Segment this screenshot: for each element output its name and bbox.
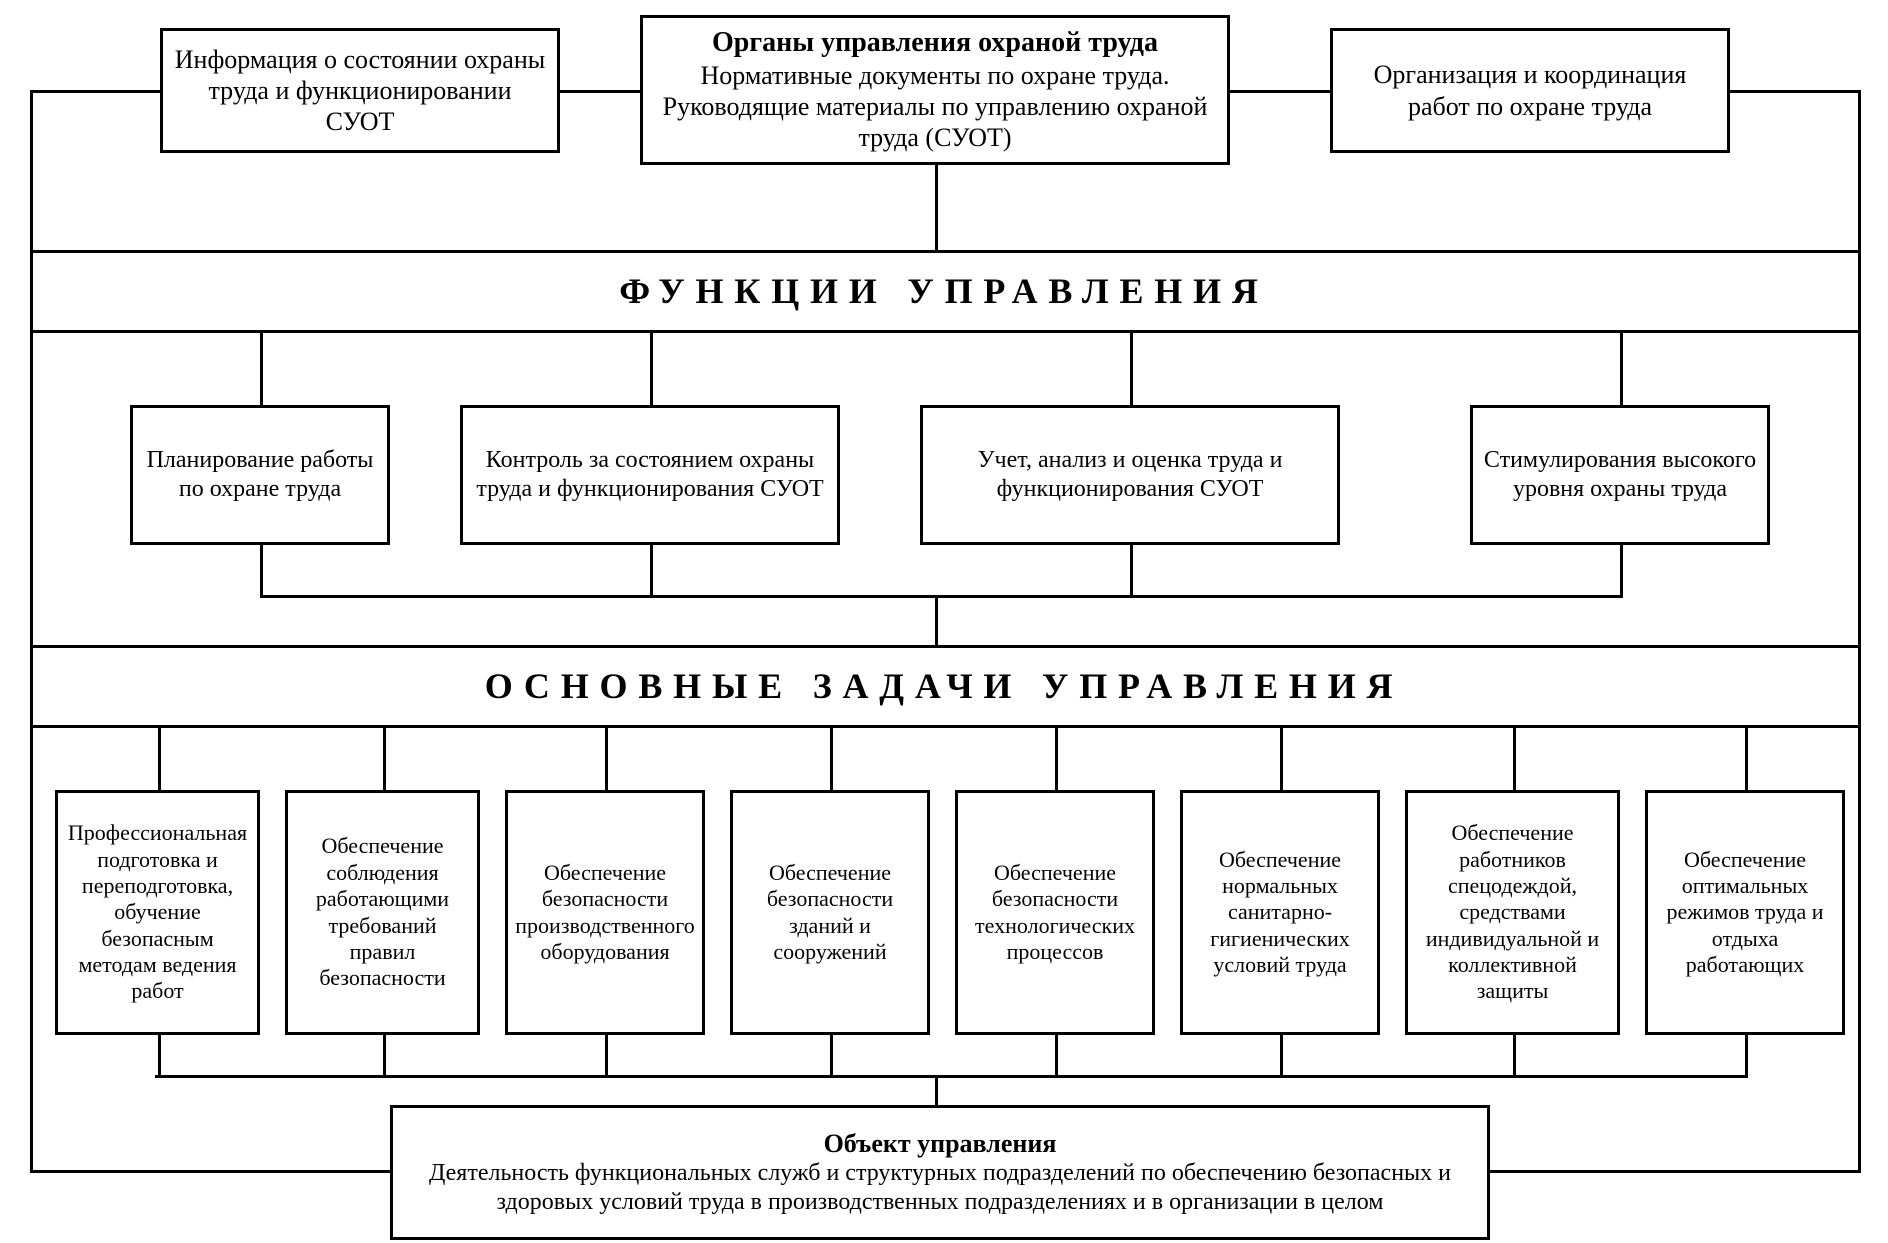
function-stem	[1620, 545, 1623, 598]
task-box: Обеспечение работников спецодеждой, сред…	[1405, 790, 1620, 1035]
task-drop	[1513, 725, 1516, 793]
function-box-text: Учет, анализ и оценка труда и функционир…	[933, 446, 1327, 504]
task-box-text: Обеспечение нормальных санитарно-гигиени…	[1193, 847, 1367, 979]
task-drop	[1745, 725, 1748, 793]
function-box: Учет, анализ и оценка труда и функционир…	[920, 405, 1340, 545]
task-box-text: Обеспечение соблюдения работающими требо…	[298, 833, 467, 991]
tasks-frame-bottom	[30, 725, 1861, 728]
task-stem	[605, 1035, 608, 1078]
task-box-text: Обеспечение безопасности зданий и сооруж…	[743, 860, 917, 966]
tasks-heading: ОСНОВНЫЕ ЗАДАЧИ УПРАВЛЕНИЯ	[0, 665, 1888, 707]
stem-tasks-to-object	[935, 1075, 938, 1108]
functions-frame-top	[30, 250, 1861, 253]
top-box-left: Информация о состоянии охраны труда и фу…	[160, 28, 560, 153]
top-box-right: Организация и координация работ по охран…	[1330, 28, 1730, 153]
task-box-text: Обеспечение безопасности производственно…	[515, 860, 694, 966]
task-stem	[1513, 1035, 1516, 1078]
function-drop	[1130, 330, 1133, 408]
top-box-right-text: Организация и координация работ по охран…	[1343, 59, 1717, 121]
tasks-heading-text: ОСНОВНЫЕ ЗАДАЧИ УПРАВЛЕНИЯ	[485, 666, 1404, 706]
task-box: Профессиональная подготовка и переподгот…	[55, 790, 260, 1035]
tasks-frame-top	[30, 645, 1861, 648]
functions-heading-text: ФУНКЦИИ УПРАВЛЕНИЯ	[619, 271, 1268, 311]
task-drop	[1280, 725, 1283, 793]
top-left-to-center	[560, 90, 643, 93]
task-box: Обеспечение оптимальных режимов труда и …	[1645, 790, 1845, 1035]
outer-top-right	[1730, 90, 1861, 93]
functions-frame-bottom	[30, 330, 1861, 333]
task-box-text: Обеспечение безопасности технологических…	[968, 860, 1142, 966]
functions-lower-bus	[260, 595, 1623, 598]
task-box: Обеспечение безопасности производственно…	[505, 790, 705, 1035]
task-box: Обеспечение нормальных санитарно-гигиени…	[1180, 790, 1380, 1035]
function-box-text: Контроль за состоянием охраны труда и фу…	[473, 446, 827, 504]
task-box-text: Обеспечение работников спецодеждой, сред…	[1418, 820, 1607, 1005]
functions-heading: ФУНКЦИИ УПРАВЛЕНИЯ	[0, 270, 1888, 312]
top-right-to-center	[1230, 90, 1333, 93]
stem-functions-to-tasks	[935, 595, 938, 648]
function-box-text: Стимулирования высокого уровня охраны тр…	[1483, 446, 1757, 504]
function-drop	[260, 330, 263, 408]
function-box-text: Планирование работы по охране труда	[143, 446, 377, 504]
function-drop	[1620, 330, 1623, 408]
function-stem	[260, 545, 263, 598]
top-box-center: Органы управления охраной труда Норматив…	[640, 15, 1230, 165]
task-box: Обеспечение безопасности зданий и сооруж…	[730, 790, 930, 1035]
task-stem	[1745, 1035, 1748, 1078]
task-drop	[383, 725, 386, 793]
diagram-canvas: Информация о состоянии охраны труда и фу…	[0, 0, 1888, 1243]
tasks-lower-bus	[155, 1075, 1748, 1078]
outer-bottom-left	[30, 1170, 393, 1173]
stem-center-to-functions	[935, 165, 938, 253]
top-box-left-text: Информация о состоянии охраны труда и фу…	[173, 44, 547, 138]
function-stem	[1130, 545, 1133, 598]
task-stem	[1055, 1035, 1058, 1078]
task-drop	[605, 725, 608, 793]
task-box: Обеспечение безопасности технологических…	[955, 790, 1155, 1035]
outer-bottom-right	[1490, 1170, 1861, 1173]
function-drop	[650, 330, 653, 408]
task-box-text: Обеспечение оптимальных режимов труда и …	[1658, 847, 1832, 979]
task-drop	[1055, 725, 1058, 793]
task-box-text: Профессиональная подготовка и переподгот…	[68, 820, 247, 1005]
task-drop	[158, 725, 161, 793]
task-drop	[830, 725, 833, 793]
object-box-title: Объект управления	[824, 1128, 1057, 1159]
function-stem	[650, 545, 653, 598]
top-box-center-text: Нормативные документы по охране труда. Р…	[653, 60, 1217, 154]
function-box: Контроль за состоянием охраны труда и фу…	[460, 405, 840, 545]
task-stem	[830, 1035, 833, 1078]
outer-top-left	[30, 90, 163, 93]
task-stem	[158, 1035, 161, 1078]
object-box: Объект управления Деятельность функциона…	[390, 1105, 1490, 1240]
object-box-text: Деятельность функциональных служб и стру…	[403, 1159, 1477, 1217]
task-stem	[1280, 1035, 1283, 1078]
top-box-center-title: Органы управления охраной труда	[712, 26, 1158, 60]
function-box: Планирование работы по охране труда	[130, 405, 390, 545]
function-box: Стимулирования высокого уровня охраны тр…	[1470, 405, 1770, 545]
task-stem	[383, 1035, 386, 1078]
task-box: Обеспечение соблюдения работающими требо…	[285, 790, 480, 1035]
